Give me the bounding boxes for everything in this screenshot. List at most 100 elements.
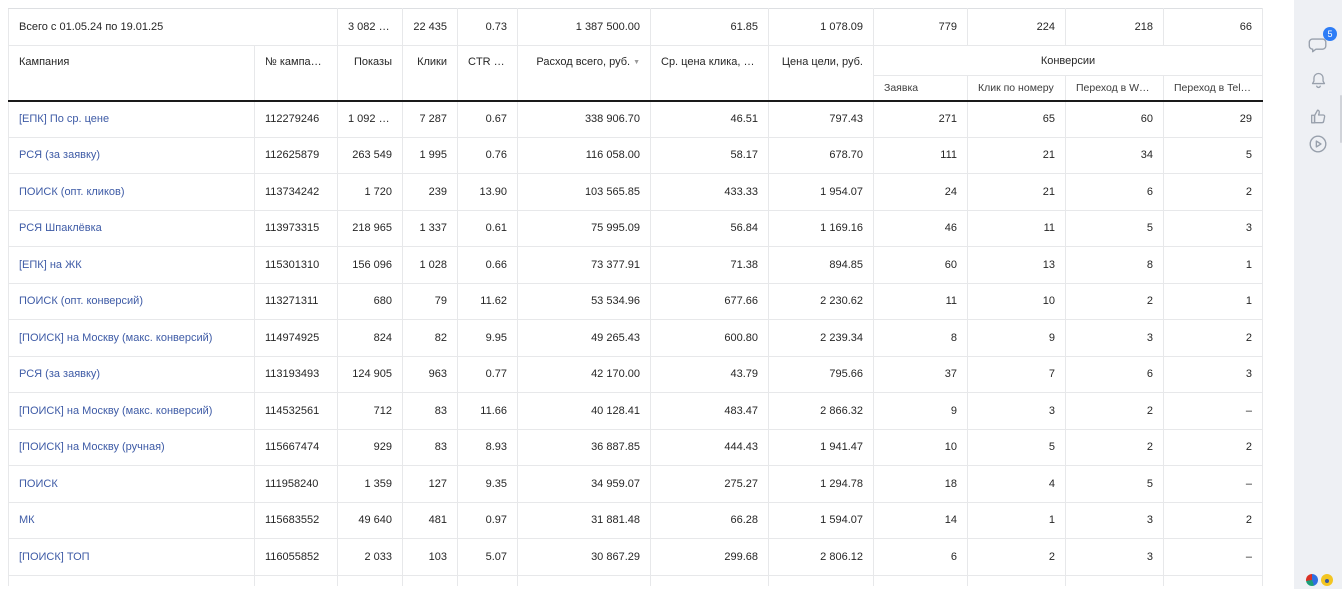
goal-cost-cell: 795.66 bbox=[768, 356, 874, 393]
conv-call-cell: 5 bbox=[967, 429, 1066, 466]
chat-badge: 5 bbox=[1323, 27, 1337, 41]
ctr-cell: 9.95 bbox=[457, 319, 518, 357]
shows-cell: 680 bbox=[337, 283, 403, 320]
campaign-id-cell: 115667474 bbox=[254, 429, 338, 466]
conv-telegram-cell: 3 bbox=[1163, 210, 1263, 247]
bell-icon[interactable] bbox=[1306, 68, 1330, 92]
cpc-cell: 43.79 bbox=[650, 356, 769, 393]
ctr-cell: 11.62 bbox=[457, 283, 518, 320]
scrollbar-thumb[interactable] bbox=[1340, 95, 1342, 143]
cost-cell: 31 881.48 bbox=[517, 502, 651, 539]
cost-cell: 338 906.70 bbox=[517, 100, 651, 138]
col-header-conv-whatsapp[interactable]: Переход в What... bbox=[1065, 75, 1164, 102]
cpc-cell: 66.28 bbox=[650, 502, 769, 539]
totals-cost: 1 387 500.00 bbox=[517, 8, 651, 46]
campaign-link[interactable]: РСЯ (за заявку) bbox=[19, 368, 101, 381]
conv-telegram-cell: 29 bbox=[1163, 100, 1263, 138]
conv-zayavka-cell: 9 bbox=[873, 392, 968, 430]
campaign-link[interactable]: [ПОИСК] на Москву (ручная) bbox=[19, 441, 165, 454]
campaign-id-cell: 111958240 bbox=[254, 465, 338, 503]
goal-cost-cell: 1 169.16 bbox=[768, 210, 874, 247]
chat-icon[interactable]: 5 bbox=[1306, 27, 1337, 57]
col-header-conv-telegram[interactable]: Переход в Teleg... bbox=[1163, 75, 1263, 102]
goal-cost-cell: 797.43 bbox=[768, 100, 874, 138]
clicks-cell: 239 bbox=[402, 173, 458, 211]
play-icon[interactable] bbox=[1306, 132, 1330, 156]
col-header-cost-sorted[interactable]: Расход всего, руб. ▼ bbox=[517, 45, 651, 102]
conv-whatsapp-cell: 3 bbox=[1065, 538, 1164, 576]
conv-telegram-cell: 3 bbox=[1163, 356, 1263, 393]
campaign-link[interactable]: РСЯ (за заявку) bbox=[19, 149, 101, 162]
header-subrow: Заявка Клик по номеру Переход в What... … bbox=[9, 75, 1263, 102]
campaign-link[interactable]: ПОИСК (опт. кликов) bbox=[19, 185, 125, 198]
campaign-id-cell: 116055852 bbox=[254, 538, 338, 576]
goal-cost-cell: 2 239.34 bbox=[768, 319, 874, 357]
col-header-campaign-id[interactable]: № кампании bbox=[254, 45, 338, 102]
col-header-clicks[interactable]: Клики bbox=[402, 45, 458, 102]
campaign-link[interactable]: РСЯ Шпаклёвка bbox=[19, 222, 102, 235]
campaign-link[interactable]: ПОИСК bbox=[19, 477, 58, 490]
conv-telegram-cell: 1 bbox=[1163, 246, 1263, 284]
conv-telegram-cell: 2 bbox=[1163, 429, 1263, 466]
conv-call-cell: 21 bbox=[967, 173, 1066, 211]
totals-conv-zayavka: 779 bbox=[873, 8, 968, 46]
campaign-link[interactable]: [ПОИСК] на Москву (макс. конверсий) bbox=[19, 331, 213, 344]
campaign-link[interactable]: [ЕПК] По ср. цене bbox=[19, 113, 110, 125]
totals-clicks: 22 435 bbox=[402, 8, 458, 46]
totals-cpc: 61.85 bbox=[650, 8, 769, 46]
col-header-ctr[interactable]: CTR (%) bbox=[457, 45, 518, 102]
cpc-cell: 677.66 bbox=[650, 283, 769, 320]
campaign-link[interactable]: [ЕПК] на ЖК bbox=[19, 258, 82, 271]
conv-call-cell: 4 bbox=[967, 465, 1066, 503]
col-header-campaign[interactable]: Кампания bbox=[8, 45, 255, 102]
shows-cell: 929 bbox=[337, 429, 403, 466]
table-row: [ПОИСК] на Москву (макс. конверсий) 1145… bbox=[8, 392, 1263, 430]
ctr-cell: 11.66 bbox=[457, 392, 518, 430]
shows-cell: 712 bbox=[337, 392, 403, 430]
col-header-shows[interactable]: Показы bbox=[337, 45, 403, 102]
campaign-link[interactable]: [ПОИСК] на Москву (макс. конверсий) bbox=[19, 404, 213, 417]
campaign-id-cell: 114974925 bbox=[254, 319, 338, 357]
table-row: [ЕПК] По ср. цене 112279246 1 092 641 7 … bbox=[8, 100, 1263, 138]
colored-globe-icon[interactable] bbox=[1306, 574, 1318, 586]
shows-cell: 1 720 bbox=[337, 173, 403, 211]
conv-call-cell: 10 bbox=[967, 283, 1066, 320]
conv-zayavka-cell: 18 bbox=[873, 465, 968, 503]
conv-telegram-cell: – bbox=[1163, 465, 1263, 503]
campaign-link[interactable]: ПОИСК (опт. конверсий) bbox=[19, 295, 143, 308]
col-header-conv-zayavka[interactable]: Заявка bbox=[873, 75, 968, 102]
cpc-cell: 46.51 bbox=[650, 100, 769, 138]
clicks-cell: 1 995 bbox=[402, 137, 458, 174]
col-header-cpc[interactable]: Ср. цена клика, руб. bbox=[650, 45, 769, 102]
conv-call-cell: 3 bbox=[967, 392, 1066, 430]
campaign-link[interactable]: [ПОИСК] ТОП bbox=[19, 550, 90, 563]
table-row: МК 115683552 49 640 481 0.97 31 881.48 6… bbox=[8, 502, 1263, 539]
yellow-browser-icon[interactable] bbox=[1321, 574, 1333, 586]
totals-goal-cost: 1 078.09 bbox=[768, 8, 874, 46]
cost-cell: 73 377.91 bbox=[517, 246, 651, 284]
table-row: ПОИСК (опт. кликов) 113734242 1 720 239 … bbox=[8, 173, 1263, 211]
conv-whatsapp-cell: 2 bbox=[1065, 392, 1164, 430]
ctr-cell: 0.77 bbox=[457, 356, 518, 393]
ctr-cell: 0.97 bbox=[457, 502, 518, 539]
conv-telegram-cell: 2 bbox=[1163, 173, 1263, 211]
cost-cell: 53 534.96 bbox=[517, 283, 651, 320]
cpc-cell: 71.38 bbox=[650, 246, 769, 284]
conv-call-cell: 7 bbox=[967, 356, 1066, 393]
thumbs-up-icon[interactable] bbox=[1306, 104, 1330, 128]
conv-call-cell: 2 bbox=[967, 538, 1066, 576]
clicks-cell: 963 bbox=[402, 356, 458, 393]
col-group-conversions: Конверсии bbox=[873, 45, 1263, 76]
col-header-goal-cost[interactable]: Цена цели, руб. bbox=[768, 45, 874, 102]
conv-whatsapp-cell: 5 bbox=[1065, 210, 1164, 247]
campaign-link[interactable]: МК bbox=[19, 514, 35, 527]
col-header-conv-call[interactable]: Клик по номеру bbox=[967, 75, 1066, 102]
conv-zayavka-cell: 46 bbox=[873, 210, 968, 247]
conv-zayavka-cell: 111 bbox=[873, 137, 968, 174]
mini-favicons bbox=[1306, 574, 1333, 586]
goal-cost-cell: 2 230.62 bbox=[768, 283, 874, 320]
ctr-cell: 13.90 bbox=[457, 173, 518, 211]
goal-cost-cell: 1 941.47 bbox=[768, 429, 874, 466]
conv-zayavka-cell: 8 bbox=[873, 319, 968, 357]
cpc-cell: 58.17 bbox=[650, 137, 769, 174]
